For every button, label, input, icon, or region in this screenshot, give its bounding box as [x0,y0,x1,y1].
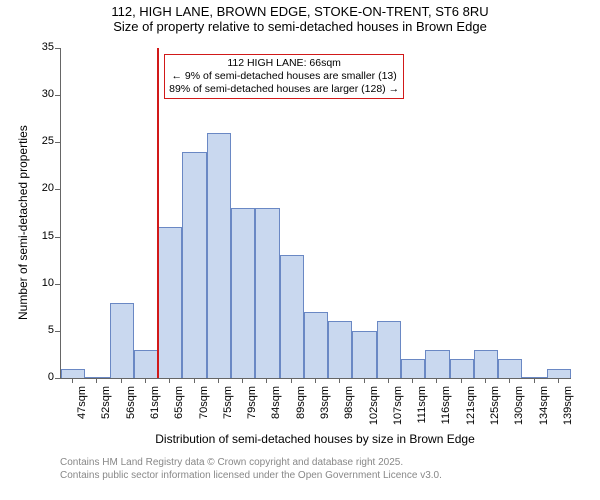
footer-line-2: Contains public sector information licen… [60,469,442,482]
x-tick-mark [242,378,243,383]
reference-vline [157,48,159,378]
histogram-bar [425,350,449,378]
y-axis-label: Number of semi-detached properties [16,125,30,320]
histogram-bar [207,133,231,378]
histogram-bar [474,350,498,378]
x-tick-mark [558,378,559,383]
annotation-line-1: 112 HIGH LANE: 66sqm [169,57,399,70]
histogram-bar [158,227,182,378]
x-tick-mark [96,378,97,383]
y-tick-label: 0 [28,371,54,383]
x-tick-label: 47sqm [76,386,88,426]
x-tick-mark [485,378,486,383]
histogram-bar [134,350,158,378]
y-tick-label: 25 [28,135,54,147]
histogram-bar [280,255,304,378]
x-tick-mark [436,378,437,383]
x-tick-label: 61sqm [149,386,161,426]
x-tick-label: 52sqm [100,386,112,426]
y-tick-label: 5 [28,324,54,336]
x-tick-mark [364,378,365,383]
histogram-bar [304,312,328,378]
x-tick-mark [412,378,413,383]
title-line-1: 112, HIGH LANE, BROWN EDGE, STOKE-ON-TRE… [0,0,600,19]
x-tick-label: 102sqm [368,386,380,426]
annotation-box: 112 HIGH LANE: 66sqm← 9% of semi-detache… [164,54,404,99]
y-tick-label: 10 [28,277,54,289]
chart-plot-area: 112 HIGH LANE: 66sqm← 9% of semi-detache… [60,48,571,379]
y-tick-label: 30 [28,88,54,100]
x-tick-label: 111sqm [416,386,428,426]
histogram-bar [450,359,474,378]
x-tick-mark [534,378,535,383]
y-tick-mark [55,378,60,379]
y-tick-mark [55,284,60,285]
y-tick-label: 15 [28,230,54,242]
x-tick-label: 107sqm [392,386,404,426]
x-tick-label: 134sqm [538,386,550,426]
y-tick-mark [55,48,60,49]
y-tick-mark [55,331,60,332]
x-tick-mark [388,378,389,383]
x-tick-mark [145,378,146,383]
histogram-bar [231,208,255,378]
y-tick-mark [55,142,60,143]
histogram-bar [61,369,85,378]
x-tick-label: 93sqm [319,386,331,426]
x-tick-label: 98sqm [343,386,355,426]
histogram-bar [352,331,376,378]
x-tick-label: 79sqm [246,386,258,426]
x-tick-mark [194,378,195,383]
x-tick-label: 70sqm [198,386,210,426]
histogram-bar [377,321,401,378]
x-tick-mark [339,378,340,383]
x-tick-label: 89sqm [295,386,307,426]
x-tick-label: 56sqm [125,386,137,426]
histogram-bar [85,377,109,378]
x-axis-label: Distribution of semi-detached houses by … [60,432,570,446]
x-tick-mark [509,378,510,383]
x-tick-mark [218,378,219,383]
x-tick-label: 139sqm [562,386,574,426]
x-tick-label: 65sqm [173,386,185,426]
y-tick-label: 35 [28,41,54,53]
histogram-bar [182,152,206,378]
y-tick-label: 20 [28,182,54,194]
x-tick-mark [291,378,292,383]
histogram-bar [110,303,134,378]
x-tick-label: 84sqm [270,386,282,426]
x-tick-mark [266,378,267,383]
histogram-bar [328,321,352,378]
histogram-bar [522,377,546,378]
x-tick-mark [461,378,462,383]
annotation-line-3: 89% of semi-detached houses are larger (… [169,83,399,96]
x-tick-label: 125sqm [489,386,501,426]
histogram-bar [255,208,279,378]
y-tick-mark [55,95,60,96]
x-tick-label: 130sqm [513,386,525,426]
x-tick-label: 75sqm [222,386,234,426]
histogram-bar [547,369,571,378]
x-tick-label: 116sqm [440,386,452,426]
y-tick-mark [55,237,60,238]
histogram-bar [498,359,522,378]
x-tick-mark [315,378,316,383]
x-tick-mark [121,378,122,383]
annotation-line-2: ← 9% of semi-detached houses are smaller… [169,70,399,83]
footer-attribution: Contains HM Land Registry data © Crown c… [60,456,442,482]
x-tick-label: 121sqm [465,386,477,426]
x-tick-mark [72,378,73,383]
x-tick-mark [169,378,170,383]
histogram-bar [401,359,425,378]
y-tick-mark [55,189,60,190]
title-line-2: Size of property relative to semi-detach… [0,19,600,34]
footer-line-1: Contains HM Land Registry data © Crown c… [60,456,442,469]
